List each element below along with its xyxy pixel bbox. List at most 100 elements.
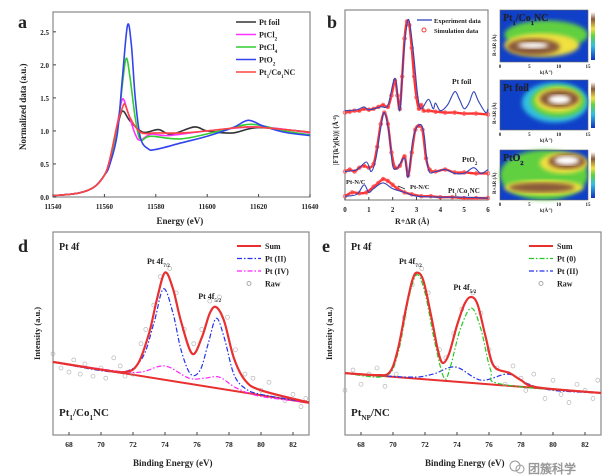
y-axis-label: R+ΔR (Å) — [492, 34, 498, 56]
raw-data-point — [217, 294, 222, 300]
simulation-point — [473, 171, 479, 176]
heatmap-1: Pt1/Co1NC 0 5 10 15 k(Å-1) R+ΔR (Å) — [492, 9, 595, 76]
simulation-point — [385, 178, 391, 184]
x-tick-label: 11540 — [44, 203, 62, 211]
raw-data-point — [138, 341, 144, 346]
simulation-point — [461, 111, 467, 116]
x-tick-label: 72 — [421, 440, 429, 449]
raw-data-point — [207, 298, 213, 304]
sample-label: Pt1/Co1NC — [448, 187, 480, 197]
series-line — [52, 98, 311, 197]
legend-label: PtCl4 — [259, 43, 278, 55]
y-tick-label: 2.0 — [40, 62, 49, 70]
x-tick-label: 68 — [65, 440, 73, 449]
raw-data-point — [350, 367, 356, 373]
x-tick-label: 0 — [499, 133, 502, 138]
y-axis-label: |FT(k3χ(k))| (Å-4) — [332, 114, 341, 165]
x-tick-label: 2 — [391, 206, 395, 214]
x-axis-label: Binding Energy (eV) — [425, 458, 505, 468]
x-tick-label: 70 — [389, 440, 397, 449]
legend-label: Pt1/Co1NC — [259, 68, 296, 80]
simulation-point — [352, 169, 357, 174]
x-tick-label: 15 — [586, 203, 592, 208]
wechat-icon — [509, 460, 521, 472]
simulation-point — [416, 123, 422, 129]
x-tick-label: 80 — [549, 440, 557, 449]
y-tick-label: 0.5 — [40, 161, 49, 169]
raw-data-point — [470, 290, 476, 296]
heatmap-contour — [548, 95, 571, 104]
legend-label: Raw — [557, 280, 573, 289]
raw-data-point — [374, 365, 380, 371]
raw-data-point — [542, 396, 548, 401]
series-line — [52, 288, 310, 404]
y-axis-label: R+ΔR (Å) — [492, 172, 498, 194]
x-tick-label: 15 — [586, 133, 592, 138]
raw-data-point — [167, 266, 173, 271]
panel-label-b: b — [327, 12, 337, 32]
x-tick-label: 11580 — [147, 203, 165, 211]
simulation-point — [382, 110, 387, 115]
x-tick-label: 74 — [161, 440, 169, 449]
panel-label-a: a — [18, 12, 27, 32]
heatmap-frame — [499, 79, 589, 131]
simulation-point — [442, 110, 448, 115]
raw-data-point — [77, 371, 83, 377]
x-tick-label: 10 — [556, 203, 562, 208]
panel-label-e: e — [322, 236, 330, 256]
raw-data-point — [66, 369, 72, 375]
peak-label: Pt 4f7/2 — [147, 257, 170, 269]
heatmap-contour — [508, 182, 575, 193]
simulation-point — [390, 182, 395, 187]
raw-data-point — [523, 388, 529, 393]
x-tick-label: 11600 — [199, 203, 217, 211]
simulation-point — [349, 190, 355, 195]
sample-label: PtO2 — [462, 155, 478, 167]
heatmap-3: PtO2 0 5 10 15 k(Å-1) R+ΔR (Å) — [492, 149, 595, 214]
x-tick-label: 70 — [97, 440, 105, 449]
series-line — [52, 57, 311, 197]
series-line — [52, 110, 311, 197]
peak-label: Pt 4f7/2 — [399, 257, 422, 269]
simulation-point — [389, 93, 394, 98]
simulation-point — [426, 108, 431, 113]
legend-label: Pt foil — [259, 18, 280, 27]
series-line — [52, 361, 310, 404]
peak-label: Pt 4f5/2 — [198, 292, 221, 304]
x-tick-label: 5 — [528, 65, 531, 70]
raw-data-point — [122, 373, 128, 379]
legend-label: Simulation data — [434, 28, 479, 35]
raw-data-point — [111, 355, 117, 361]
legend-label: Pt (II) — [557, 267, 578, 276]
simulation-line — [344, 111, 489, 177]
x-tick-label: 11620 — [250, 203, 268, 211]
legend-swatch — [421, 27, 427, 33]
y-tick-label: 1.0 — [40, 128, 49, 136]
raw-data-point — [191, 341, 197, 346]
x-tick-label: 5 — [462, 206, 466, 214]
simulation-point — [421, 108, 426, 113]
raw-data-point — [590, 396, 596, 401]
series-line — [52, 271, 310, 404]
x-tick-label: 68 — [357, 440, 365, 449]
experiment-line — [344, 18, 489, 114]
simulation-point — [380, 176, 386, 182]
raw-data-point — [531, 371, 537, 377]
raw-data-point — [290, 392, 296, 397]
x-axis-label: k(Å-1) — [540, 69, 553, 76]
heatmap-label: Pt foil — [503, 83, 529, 94]
legend-label: Sum — [265, 242, 281, 251]
plot-frame — [344, 231, 602, 436]
legend-label: Experiment data — [434, 18, 482, 25]
raw-data-point — [303, 396, 309, 401]
x-tick-label: 15 — [586, 65, 592, 70]
raw-data-point — [595, 377, 601, 383]
raw-data-point — [574, 381, 580, 387]
panel-label-d: d — [18, 236, 28, 256]
raw-data-point — [566, 400, 572, 405]
x-axis-label: k(Å-1) — [540, 207, 553, 214]
raw-data-point — [342, 388, 348, 393]
simulation-point — [347, 109, 352, 114]
raw-data-point — [90, 373, 96, 379]
y-axis-label: Intensity (a.u.) — [324, 307, 334, 360]
